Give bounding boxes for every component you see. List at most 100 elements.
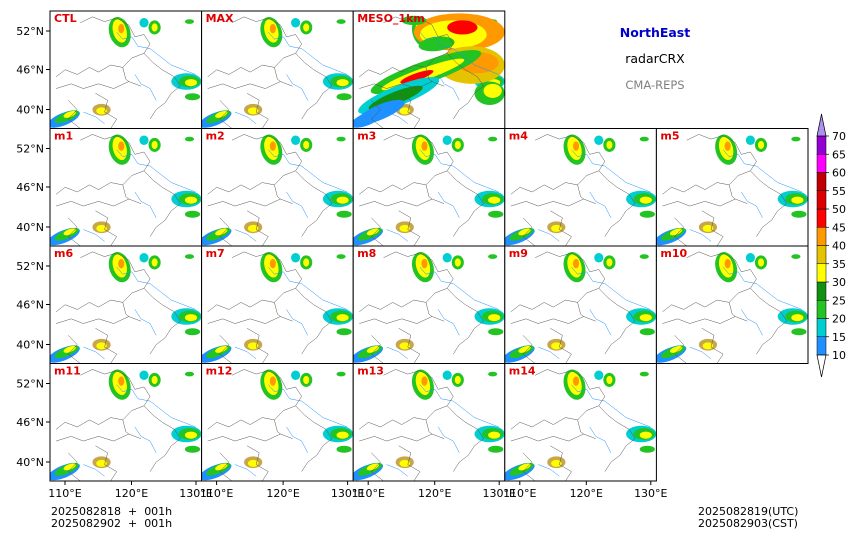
radar-echo [421, 141, 428, 151]
border-line [511, 369, 605, 429]
river-line [605, 166, 650, 192]
radar-echo [184, 136, 195, 142]
border-line [296, 53, 332, 119]
radar-echo [702, 224, 714, 232]
river-line [117, 32, 150, 48]
map-panel-m13 [353, 363, 505, 481]
radar-echo [336, 445, 352, 453]
river-line [438, 309, 459, 335]
radar-echo [791, 254, 801, 259]
radar-echo [184, 19, 195, 24]
radar-echo [184, 314, 198, 322]
lon-tick-label: 130°E [179, 487, 212, 500]
lat-tick-label: 40°N [16, 104, 44, 117]
radar-echo [215, 110, 228, 118]
border-line [220, 218, 232, 246]
river-line [590, 309, 611, 335]
border-line [371, 218, 383, 246]
river-line [83, 230, 104, 242]
river-line [286, 309, 307, 335]
radar-echo [442, 370, 452, 380]
colorbar-label: 10 [832, 349, 846, 362]
border-line [123, 67, 129, 81]
radar-echo [418, 36, 455, 52]
border-line [247, 446, 268, 481]
border-line [359, 369, 453, 429]
river-line [690, 230, 711, 242]
river-line [150, 49, 195, 75]
radar-echo [488, 314, 501, 322]
river-line [438, 427, 459, 453]
colorbar-label: 65 [832, 148, 846, 161]
border-line [371, 100, 383, 128]
radar-echo [336, 19, 346, 24]
river-line [135, 427, 156, 453]
river-line [420, 150, 453, 166]
radar-echo [303, 140, 310, 150]
radar-echo [366, 345, 380, 353]
river-line [723, 267, 756, 283]
radar-echo [291, 135, 301, 145]
border-line [274, 420, 280, 434]
radar-echo [551, 224, 562, 232]
radar-echo [215, 228, 228, 236]
radar-echo [336, 371, 346, 377]
river-line [235, 465, 256, 477]
border-line [95, 211, 116, 246]
radar-echo [336, 254, 346, 259]
river-line [150, 284, 195, 310]
border-line [95, 328, 116, 363]
map-panel-m7 [201, 246, 354, 364]
radar-echo [669, 345, 683, 353]
radar-echo [518, 463, 531, 471]
lon-tick-label: 130°E [331, 487, 364, 500]
border-line [523, 453, 535, 481]
panel-label: m7 [206, 247, 225, 260]
colorbar-over-arrow [816, 113, 827, 137]
map-panel-m10 [656, 246, 808, 364]
radar-echo [757, 258, 765, 267]
border-line [247, 328, 268, 363]
radar-echo [488, 371, 498, 377]
radar-echo [483, 83, 502, 98]
lat-tick-label: 52°N [16, 378, 44, 391]
lat-tick-label: 46°N [16, 299, 44, 312]
radar-echo [151, 140, 158, 150]
border-line [426, 67, 432, 81]
radar-echo [63, 345, 76, 353]
radar-echo [151, 375, 158, 385]
river-line [83, 347, 104, 359]
border-line [426, 302, 432, 316]
radar-echo [336, 93, 352, 101]
radar-echo [745, 135, 755, 145]
lat-tick-label: 52°N [16, 143, 44, 156]
radar-echo [336, 79, 349, 87]
border-line [399, 211, 420, 246]
lat-tick-label: 52°N [16, 25, 44, 38]
river-line [135, 309, 156, 335]
radar-echo [551, 459, 562, 467]
radar-echo [247, 224, 259, 232]
radar-echo [791, 210, 807, 218]
border-line [371, 453, 383, 481]
radar-echo [757, 140, 765, 150]
border-line [68, 335, 80, 363]
border-line [523, 335, 535, 363]
map-panel-m9 [504, 246, 657, 364]
colorbar-bin [816, 336, 827, 356]
river-line [302, 166, 347, 192]
radar-echo [421, 376, 428, 386]
river-line [453, 49, 498, 75]
radar-echo [488, 431, 501, 439]
river-line [117, 385, 150, 401]
border-line [123, 420, 129, 434]
radar-echo [399, 342, 411, 350]
radar-echo [184, 328, 201, 336]
panel-label: m1 [54, 130, 73, 143]
border-line [56, 252, 150, 312]
radar-echo [702, 342, 714, 350]
river-line [605, 284, 650, 310]
radar-echo [366, 228, 380, 236]
border-line [208, 252, 302, 312]
